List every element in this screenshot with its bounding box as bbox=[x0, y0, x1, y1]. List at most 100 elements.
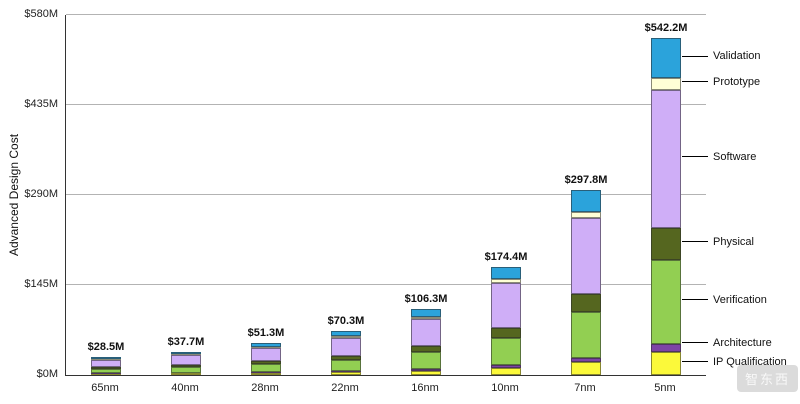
x-tick-10nm: 10nm bbox=[491, 382, 519, 394]
segment-software bbox=[651, 89, 681, 228]
x-tick-7nm: 7nm bbox=[574, 382, 596, 394]
segment-verification bbox=[651, 259, 681, 344]
legend-label: Prototype bbox=[713, 75, 761, 88]
segment-ip-qualification bbox=[171, 373, 201, 375]
segment-verification bbox=[491, 337, 521, 365]
legend-leader-line bbox=[682, 55, 708, 57]
legend-item-software: Software bbox=[682, 151, 756, 163]
legend-leader-line bbox=[682, 241, 708, 243]
segment-physical bbox=[651, 227, 681, 260]
gridline bbox=[66, 284, 706, 285]
legend-label: Software bbox=[713, 150, 757, 163]
segment-software bbox=[331, 338, 361, 356]
segment-validation bbox=[251, 343, 281, 347]
x-tick-22nm: 22nm bbox=[331, 382, 359, 394]
bar-total-label: $174.4M bbox=[484, 250, 528, 263]
legend-item-architecture: Architecture bbox=[682, 337, 772, 349]
segment-architecture bbox=[571, 357, 601, 363]
legend-leader-line bbox=[682, 81, 708, 83]
bar-28nm: $51.3M bbox=[248, 15, 284, 375]
segment-validation bbox=[91, 357, 121, 360]
segment-physical bbox=[571, 294, 601, 312]
segment-architecture bbox=[651, 343, 681, 353]
segment-software bbox=[171, 355, 201, 365]
bar-65nm: $28.5M bbox=[88, 15, 124, 375]
x-tick-5nm: 5nm bbox=[654, 382, 676, 394]
segment-ip-qualification bbox=[491, 367, 521, 375]
bar-total-label: $542.2M bbox=[644, 22, 688, 35]
bar-total-label: $28.5M bbox=[87, 341, 125, 354]
segment-physical bbox=[91, 366, 121, 369]
segment-prototype bbox=[331, 336, 361, 339]
legend-leader-line bbox=[682, 156, 708, 158]
x-tick-16nm: 16nm bbox=[411, 382, 439, 394]
segment-prototype bbox=[491, 279, 521, 284]
segment-software bbox=[491, 283, 521, 328]
segment-ip-qualification bbox=[411, 370, 441, 375]
segment-validation bbox=[411, 309, 441, 317]
segment-prototype bbox=[571, 211, 601, 219]
legend-item-validation: Validation bbox=[682, 50, 761, 62]
segment-prototype bbox=[651, 77, 681, 90]
y-tick-label: $580M bbox=[24, 8, 58, 20]
x-tick-65nm: 65nm bbox=[91, 382, 119, 394]
segment-ip-qualification bbox=[651, 352, 681, 375]
segment-software bbox=[91, 360, 121, 368]
segment-validation bbox=[491, 266, 521, 280]
legend-item-prototype: Prototype bbox=[682, 76, 760, 88]
plot-area: $28.5M $37.7M $51.3M $70.3M $106.3M $174.4M $2… bbox=[65, 14, 706, 376]
legend-leader-line bbox=[682, 342, 708, 344]
segment-ip-qualification bbox=[331, 372, 361, 375]
bar-total-label: $70.3M bbox=[327, 315, 365, 328]
legend-item-ip-qualification: IP Qualification bbox=[682, 356, 787, 368]
gridline bbox=[66, 104, 706, 105]
legend-label: IP Qualification bbox=[713, 355, 787, 368]
legend-item-physical: Physical bbox=[682, 236, 754, 248]
segment-physical bbox=[331, 355, 361, 361]
bar-22nm: $70.3M bbox=[328, 15, 364, 375]
segment-physical bbox=[411, 346, 441, 353]
bar-total-label: $297.8M bbox=[564, 174, 608, 187]
segment-architecture bbox=[491, 364, 521, 368]
segment-verification bbox=[251, 364, 281, 373]
y-tick-label: $0M bbox=[36, 368, 58, 380]
segment-software bbox=[411, 319, 441, 347]
segment-physical bbox=[171, 364, 201, 367]
segment-software bbox=[571, 218, 601, 295]
bar-10nm: $174.4M bbox=[485, 15, 527, 375]
y-tick-label: $145M bbox=[24, 278, 58, 290]
bar-total-label: $51.3M bbox=[247, 327, 285, 340]
segment-verification bbox=[571, 311, 601, 358]
legend-leader-line bbox=[682, 361, 708, 363]
bar-16nm: $106.3M bbox=[405, 15, 447, 375]
y-tick-label: $435M bbox=[24, 98, 58, 110]
bar-40nm: $37.7M bbox=[168, 15, 204, 375]
y-tick-label: $290M bbox=[24, 188, 58, 200]
gridline bbox=[66, 14, 706, 15]
legend-label: Verification bbox=[713, 293, 767, 306]
x-tick-40nm: 40nm bbox=[171, 382, 199, 394]
segment-ip-qualification bbox=[571, 362, 601, 375]
x-tick-28nm: 28nm bbox=[251, 382, 279, 394]
bar-7nm: $297.8M bbox=[565, 15, 607, 375]
segment-verification bbox=[331, 360, 361, 371]
segment-software bbox=[251, 348, 281, 362]
bar-total-label: $37.7M bbox=[167, 335, 205, 348]
segment-validation bbox=[171, 351, 201, 355]
legend-label: Physical bbox=[713, 235, 754, 248]
segment-ip-qualification bbox=[251, 372, 281, 375]
segment-verification bbox=[91, 368, 121, 374]
bar-5nm: $542.2M bbox=[645, 15, 687, 375]
segment-verification bbox=[411, 352, 441, 369]
segment-architecture bbox=[411, 368, 441, 371]
segment-physical bbox=[251, 361, 281, 365]
bar-total-label: $106.3M bbox=[404, 293, 448, 306]
segment-validation bbox=[651, 38, 681, 78]
segment-verification bbox=[171, 367, 201, 373]
legend-item-verification: Verification bbox=[682, 294, 767, 306]
segment-physical bbox=[491, 327, 521, 338]
gridline bbox=[66, 194, 706, 195]
segment-validation bbox=[331, 331, 361, 337]
legend-label: Architecture bbox=[713, 336, 772, 349]
